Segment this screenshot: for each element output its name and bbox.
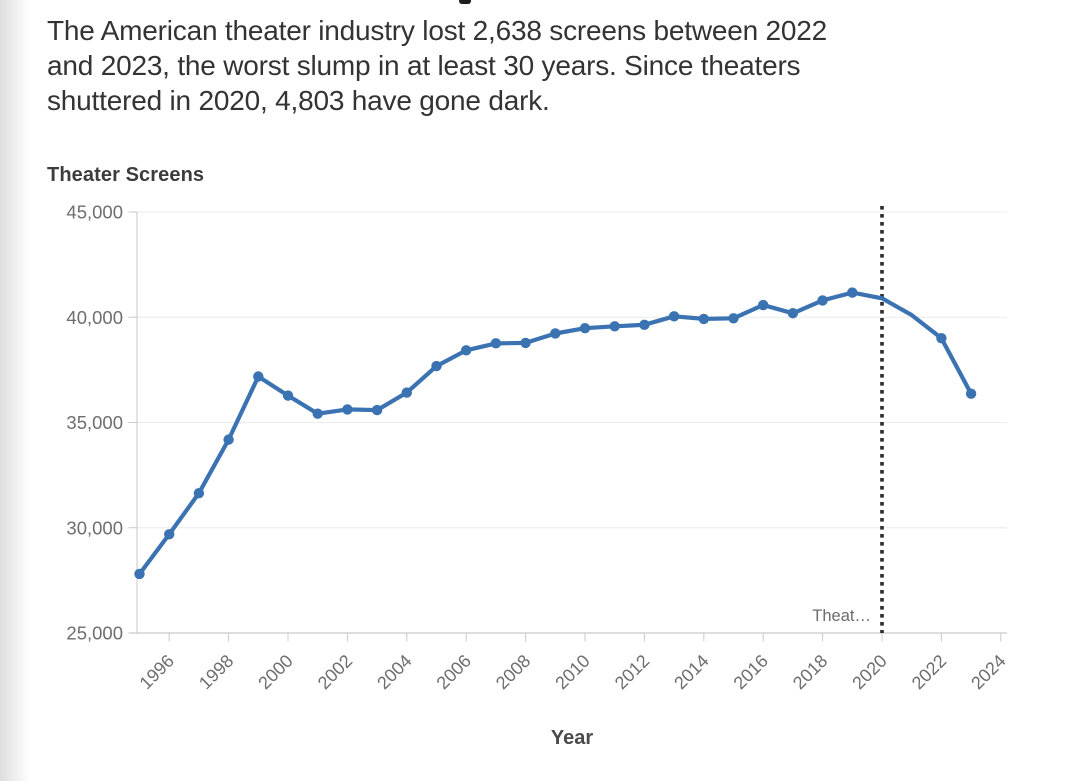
data-point [253, 371, 264, 382]
data-point [461, 345, 472, 356]
x-tick-label: 2024 [967, 651, 1009, 693]
annotation-label: Theat… [812, 607, 871, 625]
data-point [520, 337, 531, 349]
y-tick-label: 35,000 [66, 412, 123, 433]
data-point [639, 319, 650, 331]
x-tick-label: 2010 [551, 651, 593, 693]
x-tick-label: 2012 [611, 651, 653, 693]
x-tick-label: 2016 [730, 651, 772, 693]
data-point [342, 404, 353, 415]
data-point [431, 360, 442, 372]
x-tick-label: 2014 [670, 651, 712, 693]
y-tick-label: 30,000 [66, 517, 123, 538]
intro-line: shuttered in 2020, 4,803 have gone dark. [47, 85, 550, 116]
data-point [550, 328, 561, 339]
data-point [758, 299, 769, 311]
data-point [223, 434, 234, 445]
x-tick-label: 2002 [314, 651, 356, 693]
data-point [965, 388, 977, 399]
clipped-headline-text-fragment [459, 0, 471, 4]
data-point [164, 529, 175, 540]
data-point [312, 408, 323, 419]
data-point [936, 332, 947, 344]
x-tick-label: 2004 [373, 651, 415, 693]
data-point [579, 322, 591, 334]
data-point [609, 321, 620, 332]
intro-line: The American theater industry lost 2,638… [47, 15, 828, 46]
x-axis-title: Year [550, 727, 594, 749]
data-point [847, 287, 858, 298]
x-tick-label: 2018 [789, 651, 831, 693]
x-tick-label: 1996 [136, 651, 178, 693]
y-tick-label: 45,000 [66, 202, 123, 223]
data-point [817, 295, 828, 306]
data-point [787, 308, 799, 319]
data-point [668, 311, 680, 322]
data-point [282, 390, 294, 401]
chart-title: Theater Screens [47, 164, 205, 186]
x-tick-label: 2006 [433, 651, 475, 693]
data-point [728, 313, 739, 324]
data-point [134, 568, 145, 580]
x-tick-label: 2022 [908, 651, 950, 693]
y-tick-label: 40,000 [66, 307, 123, 328]
data-point [698, 313, 709, 325]
y-tick-label: 25,000 [66, 623, 123, 644]
x-tick-label: 2000 [254, 651, 296, 693]
x-tick-label: 2020 [848, 651, 890, 693]
data-point [193, 488, 205, 499]
x-tick-label: 1998 [195, 651, 237, 693]
intro-line: and 2023, the worst slump in at least 30… [47, 50, 801, 81]
data-point [490, 338, 502, 349]
data-point [371, 404, 383, 416]
intro-paragraph: The American theater industry lost 2,638… [47, 13, 827, 118]
data-point [401, 387, 412, 398]
x-tick-label: 2008 [492, 651, 534, 693]
